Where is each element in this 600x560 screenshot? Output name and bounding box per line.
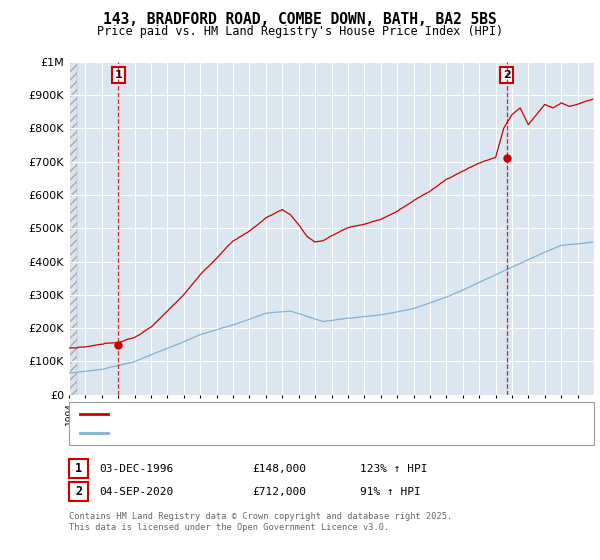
Text: 143, BRADFORD ROAD, COMBE DOWN, BATH, BA2 5BS (semi-detached house): 143, BRADFORD ROAD, COMBE DOWN, BATH, BA… (114, 409, 508, 419)
Text: 123% ↑ HPI: 123% ↑ HPI (360, 464, 427, 474)
Text: 04-SEP-2020: 04-SEP-2020 (99, 487, 173, 497)
Text: 2: 2 (75, 485, 82, 498)
Text: 1: 1 (115, 70, 122, 80)
Text: HPI: Average price, semi-detached house, Bath and North East Somerset: HPI: Average price, semi-detached house,… (114, 428, 520, 438)
Text: £712,000: £712,000 (252, 487, 306, 497)
Text: Price paid vs. HM Land Registry's House Price Index (HPI): Price paid vs. HM Land Registry's House … (97, 25, 503, 38)
Text: Contains HM Land Registry data © Crown copyright and database right 2025.
This d: Contains HM Land Registry data © Crown c… (69, 512, 452, 532)
Text: 03-DEC-1996: 03-DEC-1996 (99, 464, 173, 474)
Text: 91% ↑ HPI: 91% ↑ HPI (360, 487, 421, 497)
Text: 143, BRADFORD ROAD, COMBE DOWN, BATH, BA2 5BS: 143, BRADFORD ROAD, COMBE DOWN, BATH, BA… (103, 12, 497, 27)
Text: 1: 1 (75, 462, 82, 475)
Text: 2: 2 (503, 70, 511, 80)
Text: £148,000: £148,000 (252, 464, 306, 474)
